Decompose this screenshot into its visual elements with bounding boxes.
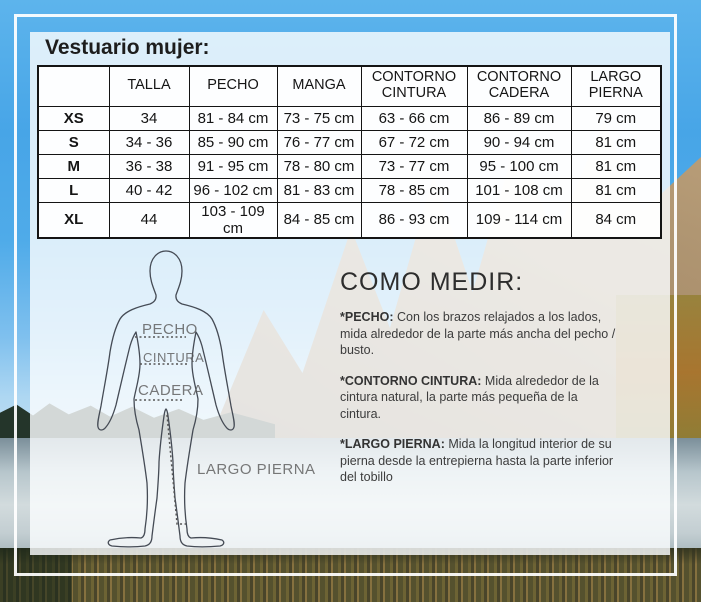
table-cell: 67 - 72 cm	[360, 129, 468, 155]
instruction-line: Mida alrededor de la	[484, 373, 599, 388]
table-cell: 86 - 89 cm	[466, 105, 572, 131]
instruction-term: *LARGO PIERNA:	[340, 437, 445, 451]
instruction-line: Mida la longitud interior de su	[448, 437, 612, 451]
table-cell: 34 - 36	[108, 129, 190, 155]
inseam-measure-line	[166, 414, 186, 525]
table-cell: 79 cm	[570, 105, 662, 131]
body-outline-icon	[97, 250, 235, 548]
measure-instruction-largo-pierna: *LARGO PIERNA: Mida la longitud interior…	[340, 436, 620, 486]
table-cell: 76 - 77 cm	[276, 129, 362, 155]
table-cell: 109 - 114 cm	[466, 201, 572, 238]
white-frame-border	[14, 14, 677, 576]
measure-instruction-cintura: *CONTORNO CINTURA: Mida alrededor de la …	[340, 373, 620, 423]
instruction-term: *CONTORNO CINTURA:	[340, 373, 482, 388]
table-cell: 96 - 102 cm	[188, 177, 278, 203]
table-header-cell: CONTORNO CADERA	[466, 65, 572, 107]
table-cell: 44	[108, 201, 190, 238]
table-cell: 81 cm	[570, 177, 662, 203]
size-table: TALLA PECHO MANGA CONTORNO CINTURA CONTO…	[37, 65, 662, 239]
instruction-line: Con los brazos relajados a los lados,	[396, 310, 602, 324]
table-header-row: TALLA PECHO MANGA CONTORNO CINTURA CONTO…	[37, 65, 662, 107]
instruction-line: del tobillo	[340, 470, 393, 484]
table-row: S 34 - 36 85 - 90 cm 76 - 77 cm 67 - 72 …	[37, 129, 662, 155]
table-cell: 63 - 66 cm	[360, 105, 468, 131]
table-cell: 78 - 85 cm	[360, 177, 468, 203]
table-header-cell: TALLA	[108, 65, 190, 107]
instruction-line: pierna desde la entrepierna hasta la par…	[340, 453, 614, 468]
size-label: XS	[37, 105, 110, 131]
table-cell: 81 cm	[570, 153, 662, 179]
table-header-cell: MANGA	[276, 65, 362, 107]
table-row: XL 44 103 - 109 cm 84 - 85 cm 86 - 93 cm…	[37, 201, 662, 238]
table-row: L 40 - 42 96 - 102 cm 81 - 83 cm 78 - 85…	[37, 177, 662, 203]
figure-label-largo-pierna: LARGO PIERNA	[197, 461, 316, 478]
table-cell: 36 - 38	[108, 153, 190, 179]
table-header-cell: CONTORNO CINTURA	[360, 65, 468, 107]
size-label: L	[37, 177, 110, 203]
figure-label-cintura: CINTURA	[143, 350, 205, 365]
table-cell: 103 - 109 cm	[188, 201, 278, 238]
table-cell: 40 - 42	[108, 177, 190, 203]
instruction-term: *PECHO:	[340, 310, 394, 324]
instruction-line: mida alrededor de la parte más ancha del…	[340, 326, 616, 341]
table-cell: 91 - 95 cm	[188, 153, 278, 179]
table-cell: 34	[108, 105, 190, 131]
body-measurement-figure: PECHO CINTURA CADERA LARGO PIERNA	[85, 240, 315, 560]
table-row: M 36 - 38 91 - 95 cm 78 - 80 cm 73 - 77 …	[37, 153, 662, 179]
table-cell: 81 cm	[570, 129, 662, 155]
how-to-measure-heading: COMO MEDIR:	[340, 268, 524, 296]
table-cell: 101 - 108 cm	[466, 177, 572, 203]
table-cell: 84 - 85 cm	[276, 201, 362, 238]
table-cell: 81 - 83 cm	[276, 177, 362, 203]
table-cell: 84 cm	[570, 201, 662, 238]
size-label: S	[37, 129, 110, 155]
size-label: M	[37, 153, 110, 179]
table-row: XS 34 81 - 84 cm 73 - 75 cm 63 - 66 cm 8…	[37, 105, 662, 131]
size-label: XL	[37, 201, 110, 238]
table-cell: 86 - 93 cm	[360, 201, 468, 238]
table-cell: 73 - 77 cm	[360, 153, 468, 179]
table-header-cell: LARGO PIERNA	[570, 65, 662, 107]
table-header-cell: PECHO	[188, 65, 278, 107]
table-header-cell	[37, 65, 110, 107]
how-to-measure-list: *PECHO: Con los brazos relajados a los l…	[340, 309, 620, 500]
instruction-line: busto.	[340, 343, 375, 357]
page-title: Vestuario mujer:	[45, 36, 210, 59]
table-cell: 90 - 94 cm	[466, 129, 572, 155]
table-cell: 78 - 80 cm	[276, 153, 362, 179]
table-cell: 95 - 100 cm	[466, 153, 572, 179]
figure-label-cadera: CADERA	[138, 382, 204, 399]
table-cell: 81 - 84 cm	[188, 105, 278, 131]
measure-instruction-pecho: *PECHO: Con los brazos relajados a los l…	[340, 309, 620, 359]
instruction-line: cintura natural, la parte más pequeña de…	[340, 390, 578, 421]
figure-label-pecho: PECHO	[142, 321, 198, 338]
table-cell: 85 - 90 cm	[188, 129, 278, 155]
table-cell: 73 - 75 cm	[276, 105, 362, 131]
